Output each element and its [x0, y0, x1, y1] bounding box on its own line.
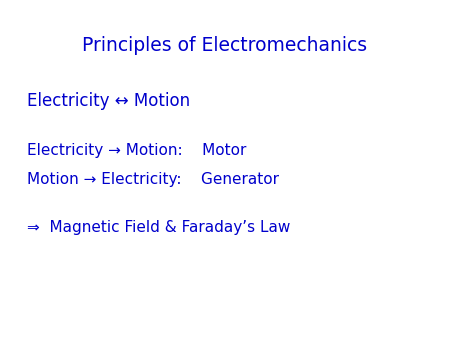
Text: ⇒  Magnetic Field & Faraday’s Law: ⇒ Magnetic Field & Faraday’s Law: [27, 220, 290, 235]
Text: Electricity → Motion:    Motor: Electricity → Motion: Motor: [27, 143, 247, 158]
Text: Motion → Electricity:    Generator: Motion → Electricity: Generator: [27, 172, 279, 187]
Text: Principles of Electromechanics: Principles of Electromechanics: [82, 36, 368, 55]
Text: Electricity ↔ Motion: Electricity ↔ Motion: [27, 92, 190, 111]
